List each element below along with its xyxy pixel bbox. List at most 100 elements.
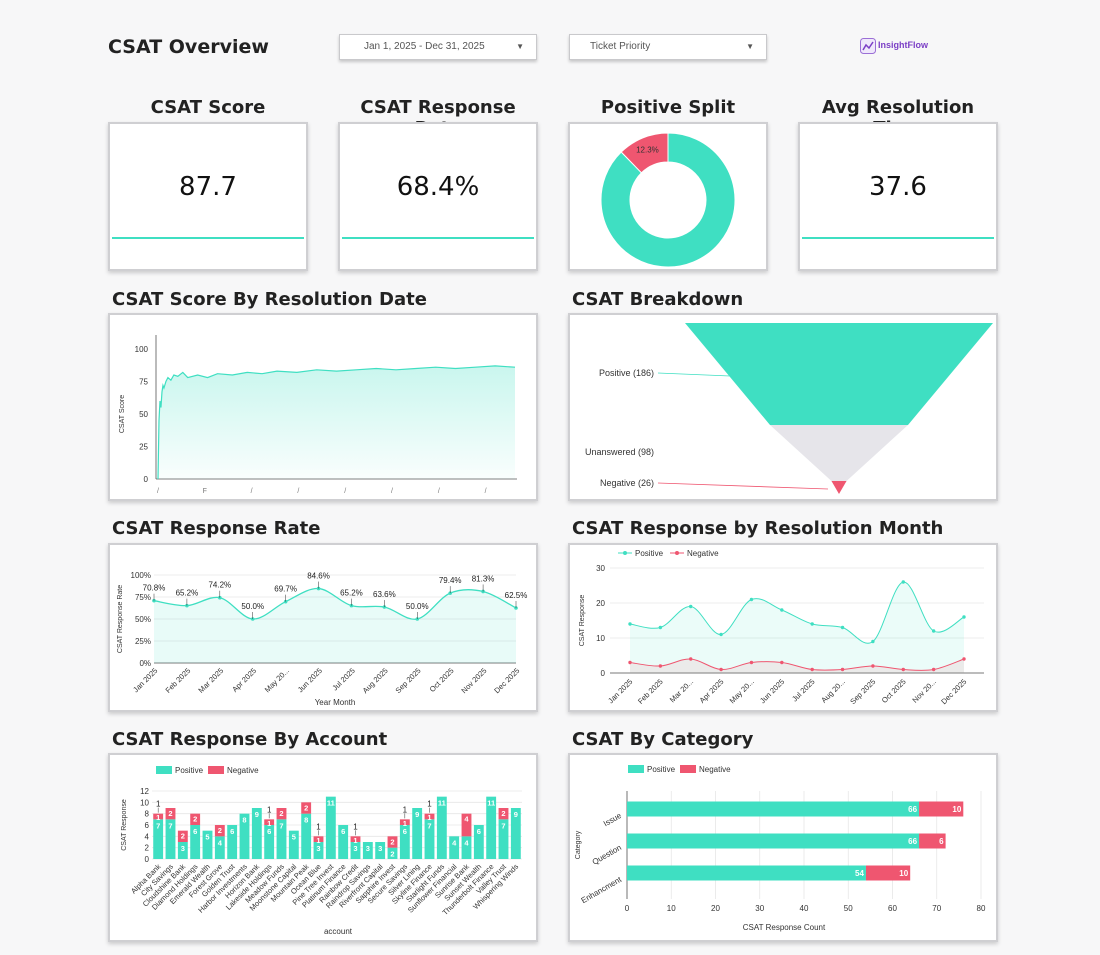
chevron-down-icon: ▼ [746,42,754,51]
bar-negative [276,808,287,820]
x-tick-label: Mar 20... [668,677,695,704]
y-tick-label: 0 [145,855,150,864]
funnel-segment-unanswered [770,425,908,481]
bar-positive [264,825,275,859]
page-title: CSAT Overview [108,36,269,58]
data-point-negative [780,660,784,665]
data-label: 65.2% [340,589,363,598]
chart-card-score-by-date: 0 25 50 75 100 CSAT Score / F / / / / / / [108,313,538,501]
x-tick-label: / [438,488,440,495]
chart-card-breakdown: Positive (186) Unanswered (98) Negative (2… [568,313,998,501]
chart-card-by-category: 0 10 20 30 40 50 60 70 80 Positive Negative 66 10 Iss… [568,753,998,942]
x-axis-label: account [324,927,353,936]
legend-marker [675,551,679,555]
kpi-trend-line [342,237,534,239]
bar-positive [412,808,423,859]
bar-value-label: 9 [415,810,419,819]
data-label: 69.7% [274,585,297,594]
y-tick-label: 75 [139,378,148,387]
data-point-negative [931,667,936,672]
bar-positive [498,819,509,859]
data-point [382,605,387,609]
data-point-positive [719,632,723,637]
data-point-negative [749,660,754,665]
bar-value-label: 6 [230,827,234,836]
legend-swatch [208,766,224,774]
funnel-segment-positive [685,323,993,425]
data-point-positive [962,615,966,619]
bar-negative [399,819,410,825]
bar-value-label: 3 [366,844,370,853]
bar-value-label: 7 [168,821,172,830]
bar-positive [276,819,287,859]
x-tick-label: / [157,488,159,495]
data-label: 1 [267,805,272,814]
y-tick-label: Enhancment [580,875,624,906]
data-point-negative [719,667,723,672]
priority-dropdown[interactable]: Ticket Priority ▼ [569,34,767,60]
bar-value-label: 3 [353,844,357,853]
funnel-label: Unanswered (98) [585,447,654,457]
data-point-positive [810,622,814,626]
y-tick-label: 50% [135,615,151,624]
x-tick-label: 80 [977,904,986,913]
data-label: 50.0% [406,602,429,611]
logo-text: InsightFlow [878,40,928,50]
bar-value-label: 6 [193,827,197,836]
bar-positive [436,796,447,859]
y-tick-label: 10 [140,798,149,807]
y-axis-label: CSAT Response [579,595,586,647]
bar-positive [627,801,920,817]
x-tick-label: Jun 2025 [758,677,786,705]
bar-value-label: 2 [181,832,185,841]
data-point-negative [810,667,814,672]
bar-positive [177,842,188,859]
bar-value-label: 11 [487,799,495,808]
bar-positive [399,825,410,859]
data-label: 65.2% [176,589,199,598]
bar-value-label: 54 [855,869,864,878]
bar-positive [227,825,238,859]
x-tick-label: F [203,488,207,495]
bar-negative [153,813,164,820]
kpi-value-csat-score: 87.7 [179,172,237,202]
response-rate-chart: 0% 25% 50% 75% 100% CSAT Response Rate 70.8% Ja… [117,571,527,707]
bar-positive [387,847,398,859]
area-fill-positive [630,581,964,673]
bar-value-label: 8 [304,816,308,825]
bar-negative [313,836,324,842]
funnel-leader-line [657,372,731,377]
bar-value-label: 2 [168,809,172,818]
data-label: 79.4% [439,576,462,585]
bar-value-label: 2 [279,809,283,818]
data-point-negative [689,657,693,661]
x-tick-label: Oct 2025 [880,677,908,705]
bar-value-label: 2 [501,809,505,818]
date-range-picker[interactable]: Jan 1, 2025 - Dec 31, 2025 ▼ [339,34,537,60]
bar-positive [362,842,373,859]
data-label: 1 [156,800,161,809]
funnel-leader-line [657,482,829,490]
x-tick-label: / [251,488,253,495]
chevron-down-icon: ▼ [516,42,524,51]
response-by-month-chart: 0 10 20 30 CSAT Response Positive Negative Jan … [579,549,984,706]
data-point-positive [931,629,936,633]
priority-dropdown-value: Ticket Priority [590,41,651,52]
data-point-positive [871,639,875,644]
bar-negative [387,836,398,848]
bar-positive [288,830,299,859]
x-tick-label: 20 [711,904,720,913]
bar-positive [338,825,349,859]
bar-value-label: 4 [452,838,457,847]
bar-positive [461,836,472,859]
data-point-negative [871,664,875,668]
bar-value-label: 4 [464,838,469,847]
y-tick-label: 6 [145,821,150,830]
positive-split-donut: 87.7%12.3% [600,132,736,282]
bar-negative [301,802,312,814]
data-point [218,595,222,600]
x-tick-label: / [344,488,346,495]
x-tick-label: May 20... [728,677,756,705]
x-axis-label: Year Month [315,698,356,707]
bar-negative [190,813,201,825]
